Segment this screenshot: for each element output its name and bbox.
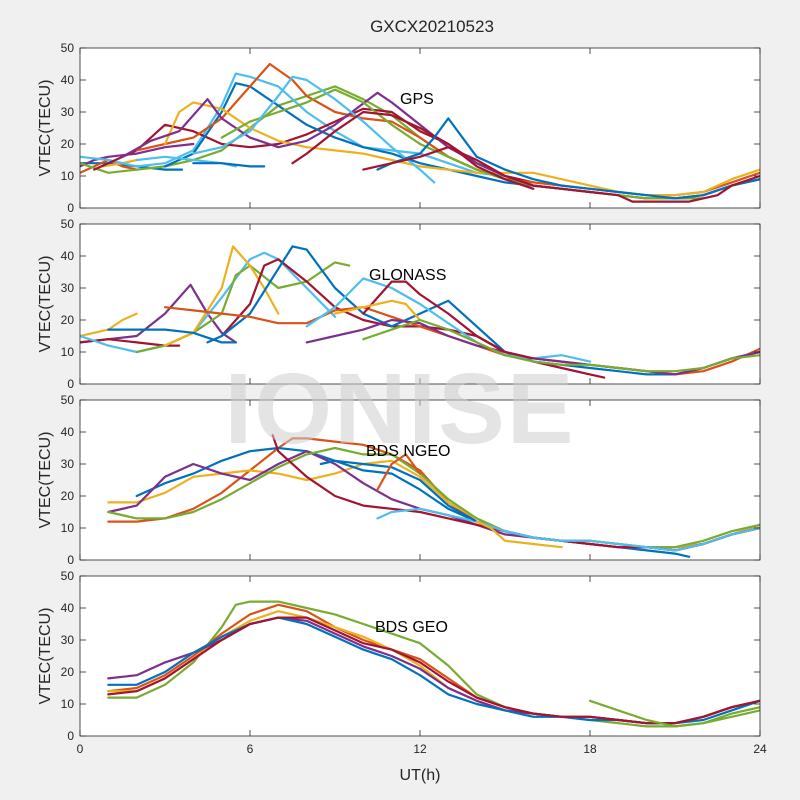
y-tick-label: 30 (61, 105, 75, 119)
series-line-10 (305, 277, 592, 363)
series-group (80, 62, 760, 203)
x-tick-label: 6 (247, 742, 254, 756)
series-line-12 (220, 88, 705, 200)
figure-title: GXCX20210523 (370, 17, 494, 36)
y-tick-label: 10 (61, 169, 75, 183)
y-tick-label: 30 (61, 633, 75, 647)
series-line-14 (291, 110, 535, 190)
series-line-10 (475, 520, 563, 549)
series-line-2 (80, 312, 138, 338)
series-line-3 (80, 338, 181, 347)
y-tick-label: 0 (67, 377, 74, 391)
panel-annotation: BDS GEO (375, 619, 448, 636)
series-line-6 (80, 72, 535, 184)
x-tick-label: 0 (77, 742, 84, 756)
y-tick-label: 10 (61, 345, 75, 359)
chart-panel-3: 0 10 20 30 40 50 VTEC(TECU) BDS NGEO (37, 393, 761, 567)
y-axis-label: VTEC(TECU) (37, 80, 54, 177)
y-axis-label: VTEC(TECU) (37, 256, 54, 353)
y-tick-label: 20 (61, 489, 75, 503)
y-tick-label: 30 (61, 281, 75, 295)
x-tick-label: 18 (583, 742, 597, 756)
series-line-8 (319, 459, 478, 523)
series-line-12 (362, 280, 535, 360)
series-line-14 (362, 318, 760, 373)
series-line-16 (362, 146, 760, 203)
y-tick-label: 10 (61, 521, 75, 535)
series-line-1 (107, 600, 760, 728)
series-line-13 (192, 75, 436, 184)
series-line-8 (206, 245, 760, 376)
y-tick-label: 50 (61, 569, 75, 583)
series-line-9 (376, 453, 422, 491)
panel-annotation: BDS NGEO (366, 443, 450, 460)
series-line-4 (80, 251, 337, 354)
series-line-18 (192, 162, 266, 168)
series-group (107, 434, 760, 558)
y-axis-label: VTEC(TECU) (37, 432, 54, 529)
series-line-6 (107, 616, 760, 725)
y-tick-label: 0 (67, 201, 74, 215)
y-tick-label: 10 (61, 697, 75, 711)
x-tick-label: 24 (753, 742, 767, 756)
y-tick-label: 0 (67, 553, 74, 567)
series-line-15 (107, 328, 237, 344)
y-axis-label: VTEC(TECU) (37, 608, 54, 705)
y-tick-label: 40 (61, 425, 75, 439)
y-tick-label: 0 (67, 729, 74, 743)
y-tick-label: 40 (61, 73, 75, 87)
y-tick-label: 40 (61, 601, 75, 615)
y-tick-label: 30 (61, 457, 75, 471)
y-tick-label: 20 (61, 665, 75, 679)
y-tick-label: 50 (61, 41, 75, 55)
x-axis-label: UT(h) (400, 767, 441, 784)
series-line-7 (376, 507, 760, 552)
series-line-7 (220, 258, 606, 379)
series-line-4 (80, 142, 195, 168)
y-tick-label: 50 (61, 217, 75, 231)
y-tick-label: 20 (61, 137, 75, 151)
chart-panel-1: 0 10 20 30 40 50 VTEC(TECU) GPS (37, 41, 761, 215)
series-line-13 (333, 299, 422, 322)
series-line-7 (588, 699, 760, 728)
y-tick-label: 40 (61, 249, 75, 263)
y-tick-label: 20 (61, 313, 75, 327)
series-group (80, 245, 760, 379)
series-line-15 (376, 117, 760, 200)
x-tick-label: 12 (413, 742, 427, 756)
y-tick-label: 50 (61, 393, 75, 407)
panel-annotation: GLONASS (369, 267, 446, 284)
chart-panel-2: 0 10 20 30 40 50 VTEC(TECU) GLONASS (37, 217, 761, 391)
series-group (107, 600, 760, 728)
chart-panel-4: 0 10 20 30 40 50 0 6 12 18 24 VTEC(TECU) UT(h) BDS GE… (37, 569, 767, 784)
panel-annotation: GPS (400, 91, 434, 108)
